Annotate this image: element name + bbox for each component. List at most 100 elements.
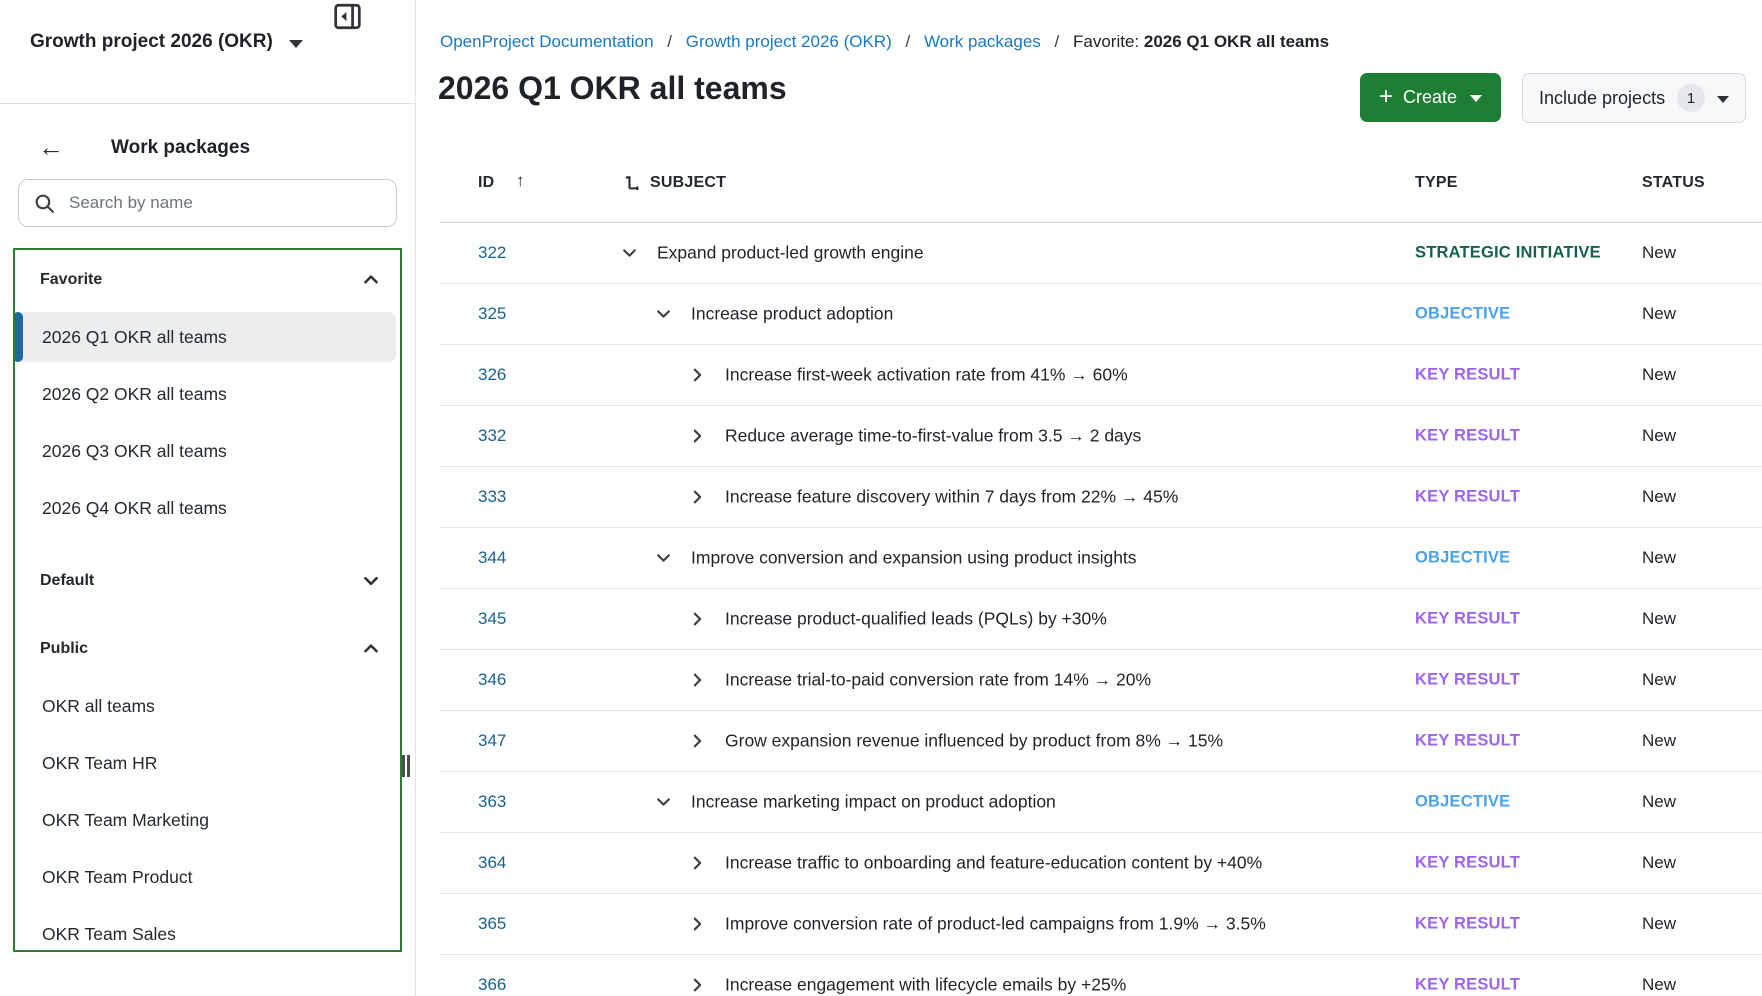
expand-children-icon[interactable] xyxy=(689,855,706,872)
work-package-id-link[interactable]: 344 xyxy=(478,548,507,567)
sidebar-section-toggle-default[interactable]: Default xyxy=(15,561,400,601)
table-body: 322 Expand product-led growth engine STR… xyxy=(440,223,1762,996)
sidebar-view-item[interactable]: 2026 Q3 OKR all teams xyxy=(18,426,396,476)
chevron-up-icon xyxy=(362,640,380,663)
work-package-id-link[interactable]: 363 xyxy=(478,792,507,811)
breadcrumb-separator: / xyxy=(667,32,673,51)
table-row[interactable]: 345 Increase product-qualified leads (PQ… xyxy=(440,589,1762,650)
collapse-children-icon[interactable] xyxy=(655,550,672,567)
column-header-status[interactable]: STATUS xyxy=(1642,174,1705,191)
expand-children-icon[interactable] xyxy=(689,428,706,445)
expand-children-icon[interactable] xyxy=(689,916,706,933)
expand-children-icon[interactable] xyxy=(689,367,706,384)
sidebar-view-item[interactable]: 2026 Q1 OKR all teams xyxy=(15,312,396,362)
sort-ascending-icon[interactable]: ↑ xyxy=(516,171,525,190)
column-header-subject[interactable]: SUBJECT xyxy=(650,174,727,191)
work-package-id-link[interactable]: 346 xyxy=(478,670,507,689)
hierarchy-icon[interactable] xyxy=(624,175,641,197)
work-package-type: KEY RESULT xyxy=(1415,426,1520,445)
work-package-type: KEY RESULT xyxy=(1415,487,1520,506)
view-item-label: OKR all teams xyxy=(42,695,155,716)
search-box xyxy=(18,179,397,227)
breadcrumb-separator: / xyxy=(905,32,911,51)
include-projects-button[interactable]: Include projects 1 xyxy=(1522,73,1747,123)
create-button[interactable]: + Create xyxy=(1360,73,1502,122)
sidebar-section-toggle-public[interactable]: Public xyxy=(15,629,400,669)
back-arrow-icon[interactable]: ← xyxy=(38,131,64,162)
work-package-id-link[interactable]: 333 xyxy=(478,487,507,506)
sidebar-view-item[interactable]: OKR Team HR xyxy=(18,738,396,788)
table-row[interactable]: 347 Grow expansion revenue influenced by… xyxy=(440,711,1762,772)
work-package-id-link[interactable]: 366 xyxy=(478,975,507,994)
table-row[interactable]: 326 Increase first-week activation rate … xyxy=(440,345,1762,406)
expand-children-icon[interactable] xyxy=(689,489,706,506)
table-row[interactable]: 366 Increase engagement with lifecycle e… xyxy=(440,955,1762,996)
work-package-type: KEY RESULT xyxy=(1415,609,1520,628)
work-package-id-link[interactable]: 326 xyxy=(478,365,507,384)
sidebar-view-item[interactable]: 2026 Q2 OKR all teams xyxy=(18,369,396,419)
work-package-status: New xyxy=(1642,243,1677,262)
breadcrumb-link[interactable]: Work packages xyxy=(923,32,1041,51)
work-package-status: New xyxy=(1642,914,1677,933)
search-icon xyxy=(34,193,55,214)
work-package-id-link[interactable]: 347 xyxy=(478,731,507,750)
breadcrumb-link[interactable]: Growth project 2026 (OKR) xyxy=(685,32,892,51)
breadcrumb-current: Favorite: 2026 Q1 OKR all teams xyxy=(1073,32,1330,51)
chevron-down-icon xyxy=(1470,95,1483,102)
table-row[interactable]: 365 Improve conversion rate of product-l… xyxy=(440,894,1762,955)
sidebar-view-item[interactable]: OKR Team Product xyxy=(18,852,396,902)
project-selector[interactable]: Growth project 2026 (OKR) xyxy=(30,24,395,60)
table-row[interactable]: 363 Increase marketing impact on product… xyxy=(440,772,1762,833)
work-package-id-link[interactable]: 364 xyxy=(478,853,507,872)
view-item-label: OKR Team HR xyxy=(42,752,158,773)
work-package-status: New xyxy=(1642,792,1677,811)
table-row[interactable]: 344 Improve conversion and expansion usi… xyxy=(440,528,1762,589)
expand-children-icon[interactable] xyxy=(689,733,706,750)
table-row[interactable]: 364 Increase traffic to onboarding and f… xyxy=(440,833,1762,894)
section-label: Public xyxy=(40,640,89,657)
collapse-children-icon[interactable] xyxy=(655,794,672,811)
section-label: Default xyxy=(40,572,95,589)
view-item-label: 2026 Q2 OKR all teams xyxy=(42,383,227,404)
work-package-subject: Increase marketing impact on product ado… xyxy=(691,791,1056,812)
work-package-type: STRATEGIC INITIATIVE xyxy=(1415,243,1601,262)
expand-children-icon[interactable] xyxy=(689,977,706,994)
work-package-id-link[interactable]: 365 xyxy=(478,914,507,933)
view-item-label: 2026 Q4 OKR all teams xyxy=(42,497,227,518)
collapse-children-icon[interactable] xyxy=(655,306,672,323)
sidebar-section-toggle-favorite[interactable]: Favorite xyxy=(15,260,400,300)
work-packages-header: ← Work packages xyxy=(38,130,250,166)
view-item-label: OKR Team Marketing xyxy=(42,809,209,830)
breadcrumb-link[interactable]: OpenProject Documentation xyxy=(440,32,654,51)
collapse-sidebar-button[interactable] xyxy=(330,1,364,35)
sidebar-view-item[interactable]: OKR Team Marketing xyxy=(18,795,396,845)
table-row[interactable]: 332 Reduce average time-to-first-value f… xyxy=(440,406,1762,467)
table-row[interactable]: 322 Expand product-led growth engine STR… xyxy=(440,223,1762,284)
table-row[interactable]: 346 Increase trial-to-paid conversion ra… xyxy=(440,650,1762,711)
table-row[interactable]: 325 Increase product adoption OBJECTIVE … xyxy=(440,284,1762,345)
work-package-id-link[interactable]: 325 xyxy=(478,304,507,323)
view-item-label: OKR Team Sales xyxy=(42,923,176,944)
chevron-down-icon xyxy=(362,572,380,595)
search-input[interactable] xyxy=(67,192,388,214)
column-header-type[interactable]: TYPE xyxy=(1415,174,1458,191)
work-package-id-link[interactable]: 345 xyxy=(478,609,507,628)
expand-children-icon[interactable] xyxy=(689,611,706,628)
work-package-subject: Reduce average time-to-first-value from … xyxy=(725,425,1142,446)
work-packages-table: ID ↑ SUBJECT TYPE STATUS 322 Expand prod… xyxy=(440,150,1762,996)
sidebar-view-item[interactable]: 2026 Q4 OKR all teams xyxy=(18,483,396,533)
view-item-label: OKR Team Product xyxy=(42,866,193,887)
column-header-id[interactable]: ID xyxy=(478,174,495,191)
collapse-children-icon[interactable] xyxy=(621,245,638,262)
sidebar-resize-handle[interactable] xyxy=(402,755,412,777)
sidebar-view-item[interactable]: OKR Team Sales xyxy=(18,909,396,950)
work-package-status: New xyxy=(1642,975,1677,994)
work-package-id-link[interactable]: 322 xyxy=(478,243,507,262)
plus-icon: + xyxy=(1379,82,1394,110)
sidebar-view-item[interactable]: OKR all teams xyxy=(18,681,396,731)
work-package-subject: Increase product-qualified leads (PQLs) … xyxy=(725,608,1107,629)
table-row[interactable]: 333 Increase feature discovery within 7 … xyxy=(440,467,1762,528)
work-package-id-link[interactable]: 332 xyxy=(478,426,507,445)
expand-children-icon[interactable] xyxy=(689,672,706,689)
